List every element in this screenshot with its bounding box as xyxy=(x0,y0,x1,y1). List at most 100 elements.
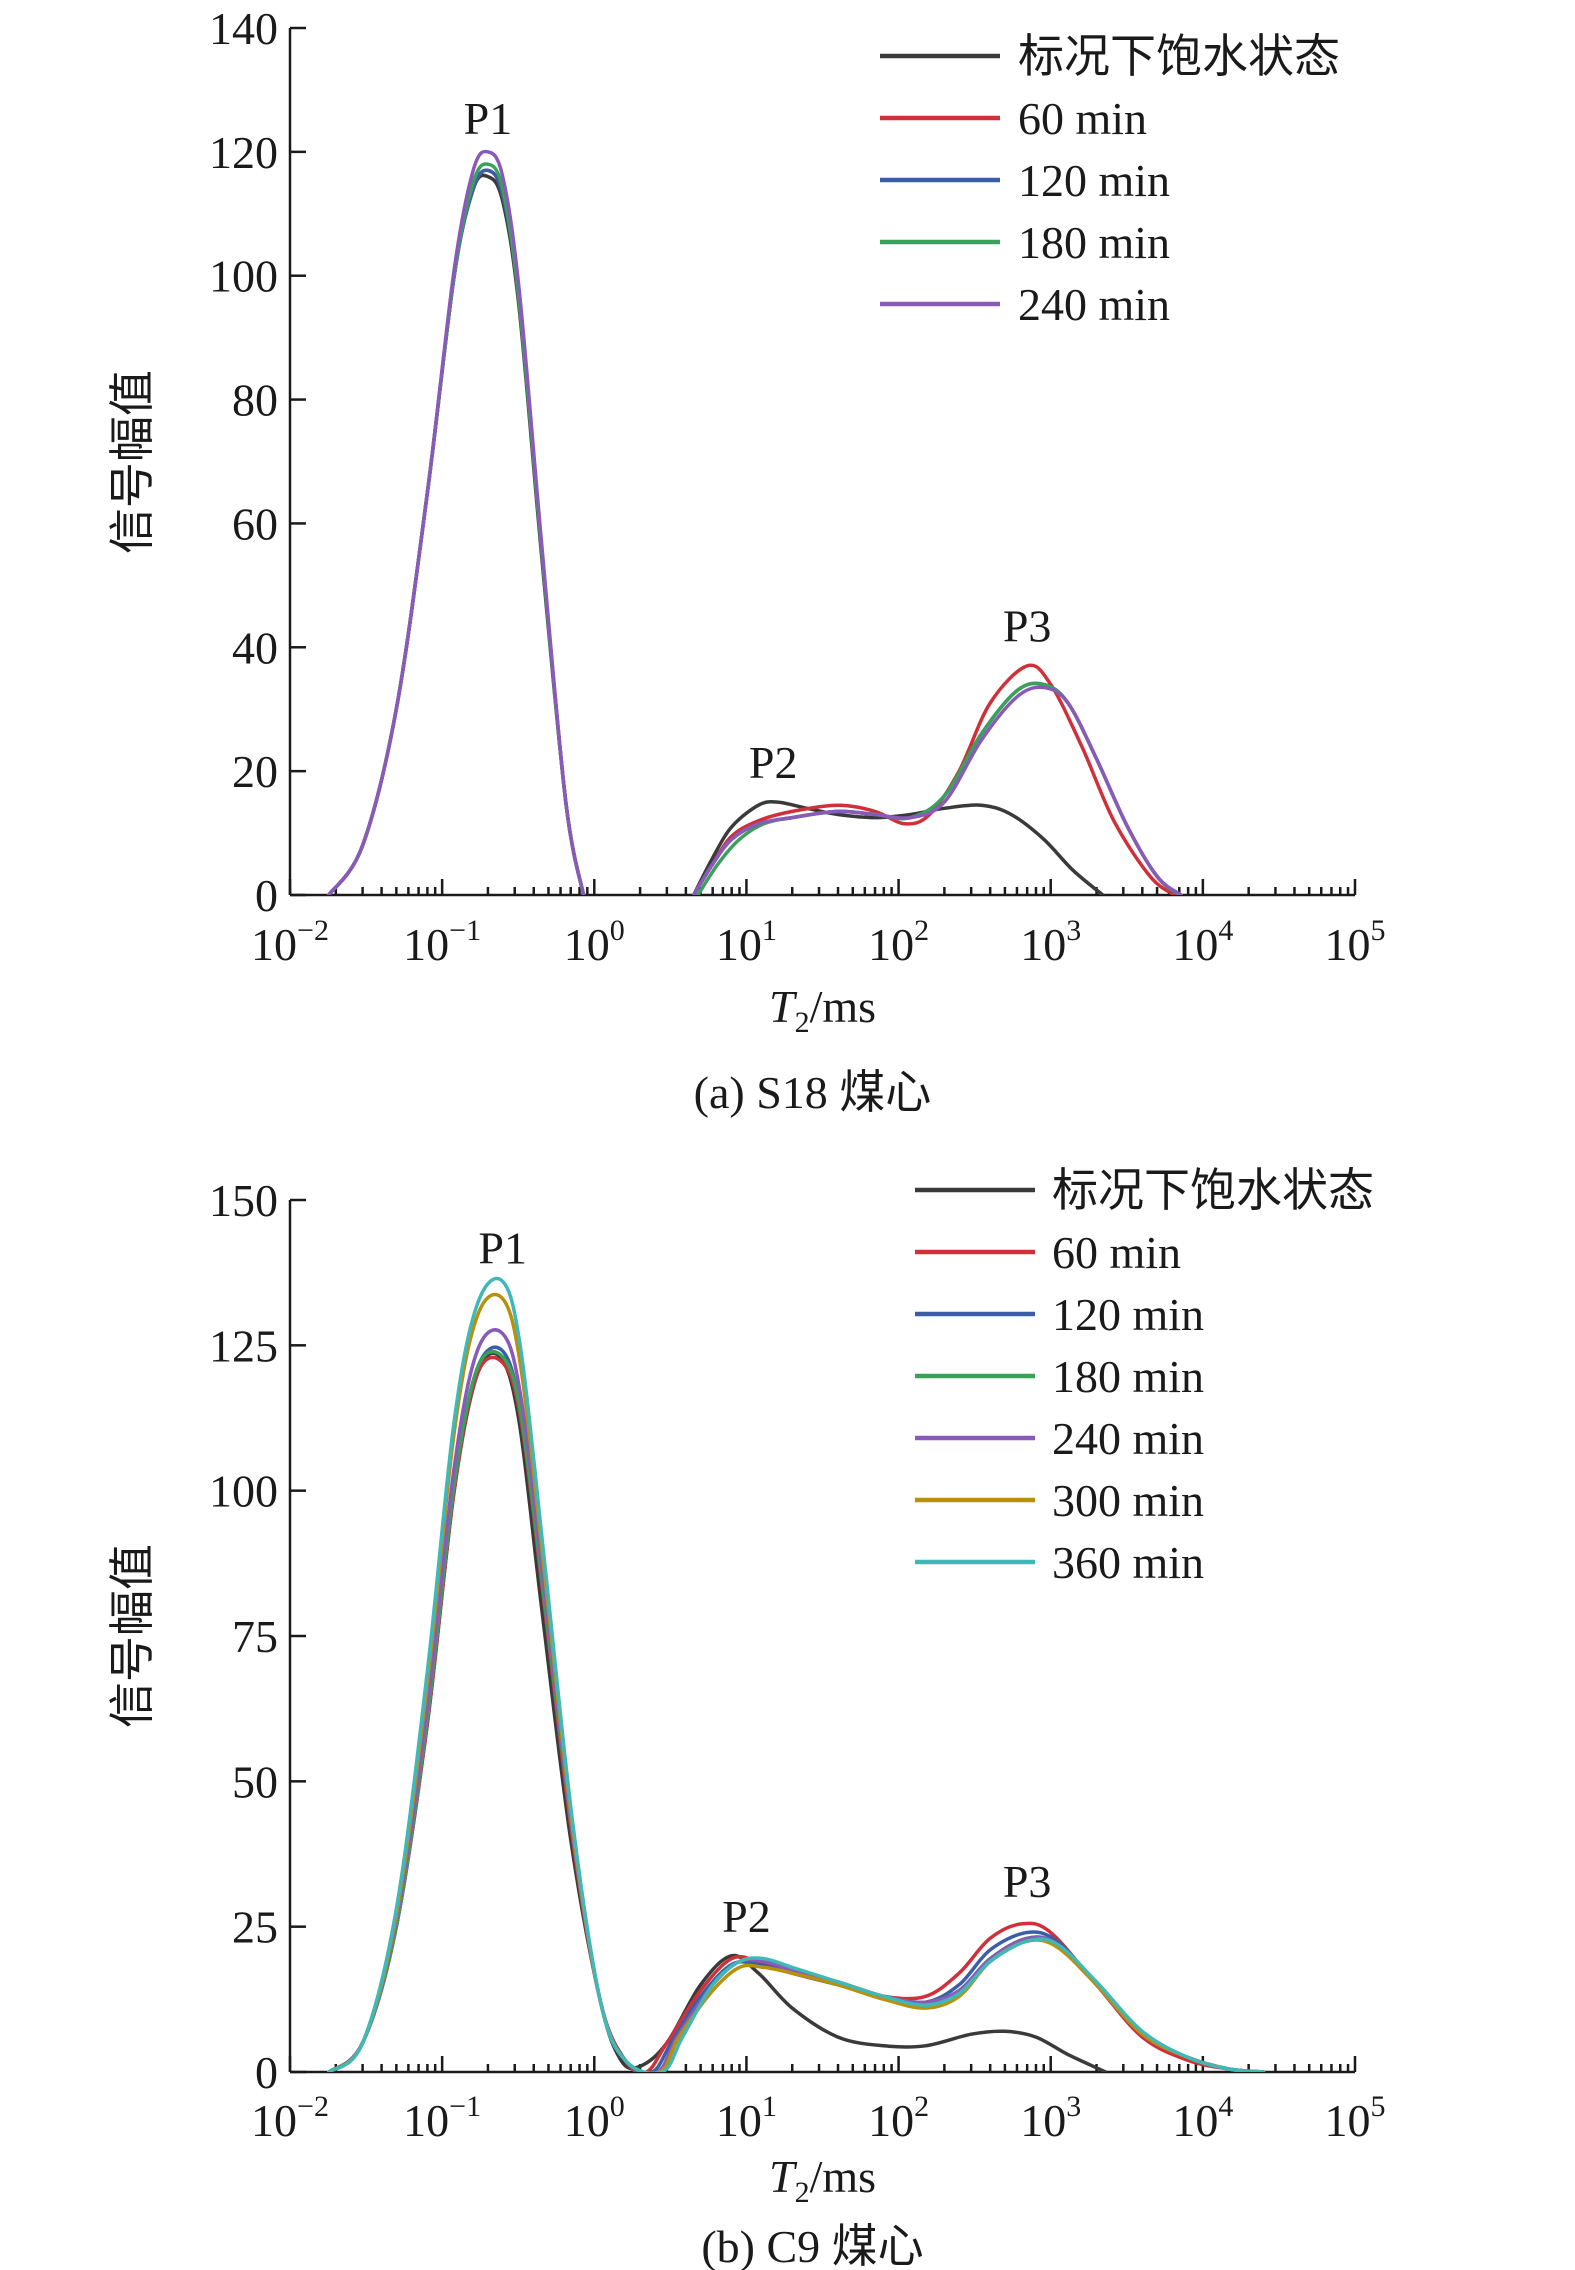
x-tick-label: 101 xyxy=(716,914,777,970)
x-tick-base: 10 xyxy=(1020,919,1066,970)
x-tick-exponent: 2 xyxy=(914,914,929,947)
x-tick-exponent: −1 xyxy=(449,914,481,947)
legend-label-6: 360 min xyxy=(1052,1537,1204,1588)
peak-label-p1: P1 xyxy=(478,1222,527,1273)
y-tick-label: 75 xyxy=(232,1611,278,1662)
y-tick-label: 140 xyxy=(209,3,278,54)
x-tick-exponent: 2 xyxy=(914,2090,929,2123)
y-tick-label: 150 xyxy=(209,1175,278,1226)
x-tick-exponent: −2 xyxy=(297,2090,329,2123)
series-line-0 xyxy=(327,173,1105,895)
series-line-4 xyxy=(327,149,1183,895)
x-tick-exponent: 5 xyxy=(1371,2090,1386,2123)
x-tick-exponent: 3 xyxy=(1066,2090,1081,2123)
x-tick-exponent: 4 xyxy=(1218,2090,1233,2123)
x-tick-exponent: 4 xyxy=(1218,914,1233,947)
x-tick-exponent: 3 xyxy=(1066,914,1081,947)
x-axis-label-var: T xyxy=(769,981,798,1032)
series-line-1 xyxy=(327,1355,1266,2072)
x-tick-label: 10−1 xyxy=(403,914,481,970)
x-tick-label: 104 xyxy=(1172,914,1233,970)
x-tick-label: 105 xyxy=(1325,914,1386,970)
x-axis-label-sub: 2 xyxy=(795,1006,810,1039)
x-tick-exponent: 1 xyxy=(762,2090,777,2123)
x-tick-base: 10 xyxy=(403,2095,449,2146)
panel-caption: (a) S18 煤心 xyxy=(694,1067,932,1118)
legend-label-0: 标况下饱水状态 xyxy=(1052,1165,1374,1216)
y-tick-label: 20 xyxy=(232,746,278,797)
x-tick-label: 101 xyxy=(716,2090,777,2146)
y-tick-label: 100 xyxy=(209,251,278,302)
x-tick-base: 10 xyxy=(403,919,449,970)
y-axis-label: 信号幅值 xyxy=(107,1544,158,1728)
x-tick-base: 10 xyxy=(716,919,762,970)
x-tick-base: 10 xyxy=(1172,919,1218,970)
legend-label-5: 300 min xyxy=(1052,1475,1204,1526)
y-tick-label: 40 xyxy=(232,622,278,673)
x-tick-exponent: 0 xyxy=(610,914,625,947)
peak-label-p1: P1 xyxy=(464,93,513,144)
x-tick-label: 103 xyxy=(1020,914,1081,970)
x-tick-base: 10 xyxy=(564,919,610,970)
legend-label-0: 标况下饱水状态 xyxy=(1018,31,1340,82)
x-tick-label: 103 xyxy=(1020,2090,1081,2146)
y-tick-label: 50 xyxy=(232,1756,278,1807)
legend-label-4: 240 min xyxy=(1018,279,1170,330)
y-tick-label: 0 xyxy=(255,870,278,921)
y-axis-label: 信号幅值 xyxy=(107,370,158,554)
legend-label-2: 120 min xyxy=(1052,1289,1204,1340)
x-tick-base: 10 xyxy=(564,2095,610,2146)
y-tick-label: 100 xyxy=(209,1466,278,1517)
series-line-6 xyxy=(327,1276,1266,2072)
x-tick-exponent: −2 xyxy=(297,914,329,947)
x-tick-exponent: 5 xyxy=(1371,914,1386,947)
y-tick-label: 60 xyxy=(232,498,278,549)
y-tick-label: 125 xyxy=(209,1320,278,1371)
x-tick-label: 10−2 xyxy=(251,914,329,970)
x-tick-label: 10−1 xyxy=(403,2090,481,2146)
peak-label-p2: P2 xyxy=(722,1891,771,1942)
x-tick-base: 10 xyxy=(716,2095,762,2146)
peak-label-p2: P2 xyxy=(749,737,798,788)
x-tick-base: 10 xyxy=(251,2095,297,2146)
y-tick-label: 25 xyxy=(232,1902,278,1953)
y-tick-label: 80 xyxy=(232,375,278,426)
legend-label-3: 180 min xyxy=(1052,1351,1204,1402)
x-tick-base: 10 xyxy=(1172,2095,1218,2146)
x-axis-label: T2/ms xyxy=(769,981,876,1039)
x-tick-base: 10 xyxy=(251,919,297,970)
y-tick-label: 0 xyxy=(255,2047,278,2098)
legend-label-4: 240 min xyxy=(1052,1413,1204,1464)
x-tick-base: 10 xyxy=(1325,2095,1371,2146)
legend-label-1: 60 min xyxy=(1018,93,1147,144)
x-axis-label-unit: /ms xyxy=(810,981,876,1032)
x-tick-exponent: −1 xyxy=(449,2090,481,2123)
x-tick-label: 100 xyxy=(564,2090,625,2146)
x-tick-exponent: 0 xyxy=(610,2090,625,2123)
x-axis-label-unit: /ms xyxy=(810,2151,876,2202)
peak-label-p3: P3 xyxy=(1003,601,1052,652)
x-tick-label: 102 xyxy=(868,2090,929,2146)
x-tick-base: 10 xyxy=(868,2095,914,2146)
x-tick-label: 100 xyxy=(564,914,625,970)
y-tick-label: 120 xyxy=(209,127,278,178)
x-tick-label: 10−2 xyxy=(251,2090,329,2146)
x-tick-label: 104 xyxy=(1172,2090,1233,2146)
x-axis-label-var: T xyxy=(769,2151,798,2202)
legend-label-3: 180 min xyxy=(1018,217,1170,268)
peak-label-p3: P3 xyxy=(1003,1856,1052,1907)
x-tick-label: 102 xyxy=(868,914,929,970)
panel-caption: (b) C9 煤心 xyxy=(701,2221,923,2270)
x-tick-base: 10 xyxy=(1020,2095,1066,2146)
x-axis-label: T2/ms xyxy=(769,2151,876,2209)
legend-label-2: 120 min xyxy=(1018,155,1170,206)
x-axis-label-sub: 2 xyxy=(795,2176,810,2209)
legend-label-1: 60 min xyxy=(1052,1227,1181,1278)
x-tick-base: 10 xyxy=(868,919,914,970)
x-tick-exponent: 1 xyxy=(762,914,777,947)
x-tick-base: 10 xyxy=(1325,919,1371,970)
x-tick-label: 105 xyxy=(1325,2090,1386,2146)
